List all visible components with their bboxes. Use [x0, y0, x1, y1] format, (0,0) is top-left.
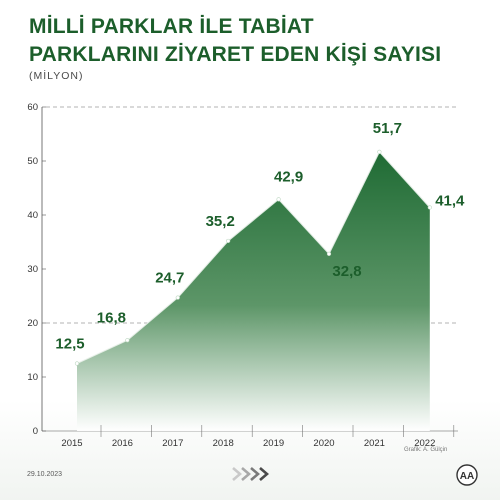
data-point	[175, 295, 180, 300]
data-label: 42,9	[274, 168, 303, 185]
area-series	[77, 151, 430, 431]
logo-text: AA	[460, 471, 474, 482]
chart-title-line-2: PARKLARINI ZİYARET EDEN KİŞİ SAYISI	[29, 43, 442, 66]
data-point	[377, 149, 382, 154]
data-point	[226, 238, 231, 244]
data-point	[74, 361, 80, 366]
y-tick-label: 10	[27, 372, 38, 383]
chevrons-icon	[232, 467, 269, 481]
data-label: 41,4	[435, 192, 465, 209]
y-tick-label: 20	[27, 318, 38, 329]
y-tick-label: 50	[27, 156, 38, 167]
y-tick-label: 30	[27, 264, 38, 275]
x-tick-label: 2019	[263, 438, 284, 449]
x-tick-label: 2015	[61, 438, 82, 449]
data-label: 35,2	[206, 213, 235, 230]
y-tick-label: 60	[27, 102, 38, 113]
data-point	[276, 197, 281, 202]
source-credit: Grafik: A. Gülçin	[404, 447, 448, 453]
aa-logo-icon: AA	[456, 464, 478, 486]
data-label: 32,8	[332, 263, 361, 280]
series-line	[76, 150, 431, 365]
y-tick-label: 40	[27, 210, 38, 221]
data-label: 51,7	[373, 120, 402, 137]
x-tick-label: 2021	[364, 438, 385, 449]
publish-date: 29.10.2023	[27, 471, 63, 478]
data-point	[125, 338, 130, 343]
data-label: 16,8	[97, 309, 126, 326]
x-tick-label: 2018	[213, 438, 234, 449]
x-tick-label: 2016	[112, 438, 133, 449]
x-tick-label: 2022	[414, 438, 435, 449]
data-label: 24,7	[155, 270, 184, 287]
y-tick-label: 0	[33, 426, 38, 437]
unit-label: (MİLYON)	[29, 70, 84, 82]
chart-title: MİLLİ PARKLAR İLE TABİAT PARKLARINI ZİYA…	[29, 13, 441, 69]
x-tick-label: 2017	[162, 438, 183, 449]
chart-title-line-1: MİLLİ PARKLAR İLE TABİAT	[29, 15, 314, 38]
x-tick-label: 2020	[313, 438, 334, 449]
data-point	[326, 251, 332, 256]
data-label: 12,5	[55, 336, 84, 353]
data-point	[427, 205, 432, 210]
